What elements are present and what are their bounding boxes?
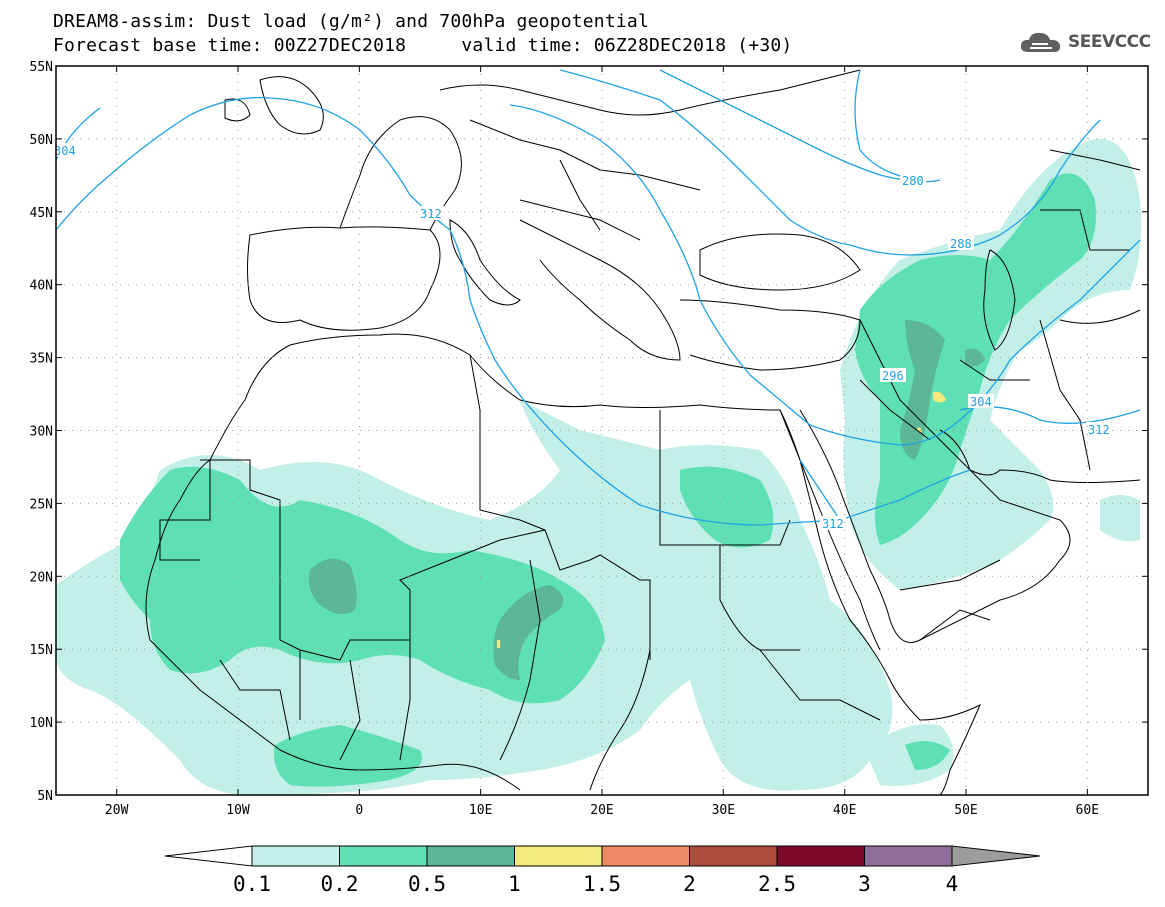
lat-label: 10N: [30, 716, 53, 731]
lat-label: 35N: [30, 352, 53, 367]
lon-label: 50E: [954, 803, 977, 818]
contour-label-296: 296: [882, 369, 904, 383]
colorbar-tick-label: 0.1: [233, 872, 271, 896]
lon-label: 60E: [1076, 803, 1099, 818]
lat-label: 40N: [30, 279, 53, 294]
lon-label: 20W: [105, 803, 129, 818]
seevccc-logo: SEEVCCC: [1018, 28, 1151, 56]
colorbar-segment: [864, 845, 953, 867]
contour-label-304-west: 304: [54, 144, 76, 158]
colorbar-tick-label: 2.5: [758, 872, 796, 896]
lat-label: 15N: [30, 643, 53, 658]
dust-shading: [56, 138, 1142, 795]
colorbar-segment: [251, 845, 340, 867]
colorbar-tick-label: 0.2: [321, 872, 359, 896]
contour-label-312-east: 312: [1088, 423, 1110, 437]
contour-label-312-france: 312: [420, 207, 442, 221]
colorbar-segment: [776, 845, 865, 867]
cloud-icon: [1020, 32, 1061, 52]
lat-label: 30N: [30, 425, 53, 440]
dust-level-0.5: [308, 320, 985, 680]
colorbar-segment: [426, 845, 515, 867]
colorbar-tick-label: 2: [683, 872, 696, 896]
lon-label: 0: [355, 803, 363, 818]
colorbar-tick-label: 1.5: [583, 872, 621, 896]
contour-labels: 304 312 280 288 296 304 312 312: [52, 143, 1112, 531]
latitude-labels: 55N 50N 45N 40N 35N 30N 25N 20N 15N 10N 5N: [30, 60, 53, 804]
colorbar-tick-labels: 0.1 0.2 0.5 1 1.5 2 2.5 3 4: [233, 872, 958, 896]
colorbar-tick-label: 4: [946, 872, 959, 896]
colorbar-segment: [689, 845, 778, 867]
contour-label-304-east: 304: [970, 395, 992, 409]
longitude-labels: 20W 10W 0 10E 20E 30E 40E 50E 60E: [105, 803, 1099, 818]
lat-label: 20N: [30, 570, 53, 585]
colorbar-under-triangle: [164, 845, 253, 867]
map-title-line-1: DREAM8-assim: Dust load (g/m²) and 700hP…: [53, 11, 649, 32]
contour-label-280: 280: [902, 174, 924, 188]
lon-label: 20E: [590, 803, 613, 818]
logo-text: SEEVCCC: [1068, 32, 1151, 52]
lat-label: 25N: [30, 497, 53, 512]
coastlines-borders: [145, 69, 1141, 795]
colorbar-segment: [601, 845, 690, 867]
lon-label: 10W: [226, 803, 250, 818]
colorbar-segment: [514, 845, 603, 867]
contour-label-288: 288: [950, 237, 972, 251]
lat-label: 50N: [30, 133, 53, 148]
lat-label: 5N: [37, 789, 53, 804]
lat-label: 45N: [30, 206, 53, 221]
colorbar-tick-label: 3: [858, 872, 871, 896]
contour-label-312-south: 312: [822, 517, 844, 531]
colorbar-tick-label: 1: [508, 872, 521, 896]
colorbar: [164, 845, 1041, 867]
lon-label: 10E: [469, 803, 492, 818]
colorbar-segment: [339, 845, 428, 867]
axis-ticks: [56, 65, 1148, 796]
map-title-line-2: Forecast base time: 00Z27DEC2018 valid t…: [53, 35, 793, 56]
lon-label: 30E: [712, 803, 735, 818]
lon-label: 40E: [833, 803, 856, 818]
colorbar-tick-label: 0.5: [408, 872, 446, 896]
lat-label: 55N: [30, 60, 53, 75]
dust-level-0.1: [56, 138, 1142, 795]
colorbar-over-triangle: [951, 845, 1041, 867]
